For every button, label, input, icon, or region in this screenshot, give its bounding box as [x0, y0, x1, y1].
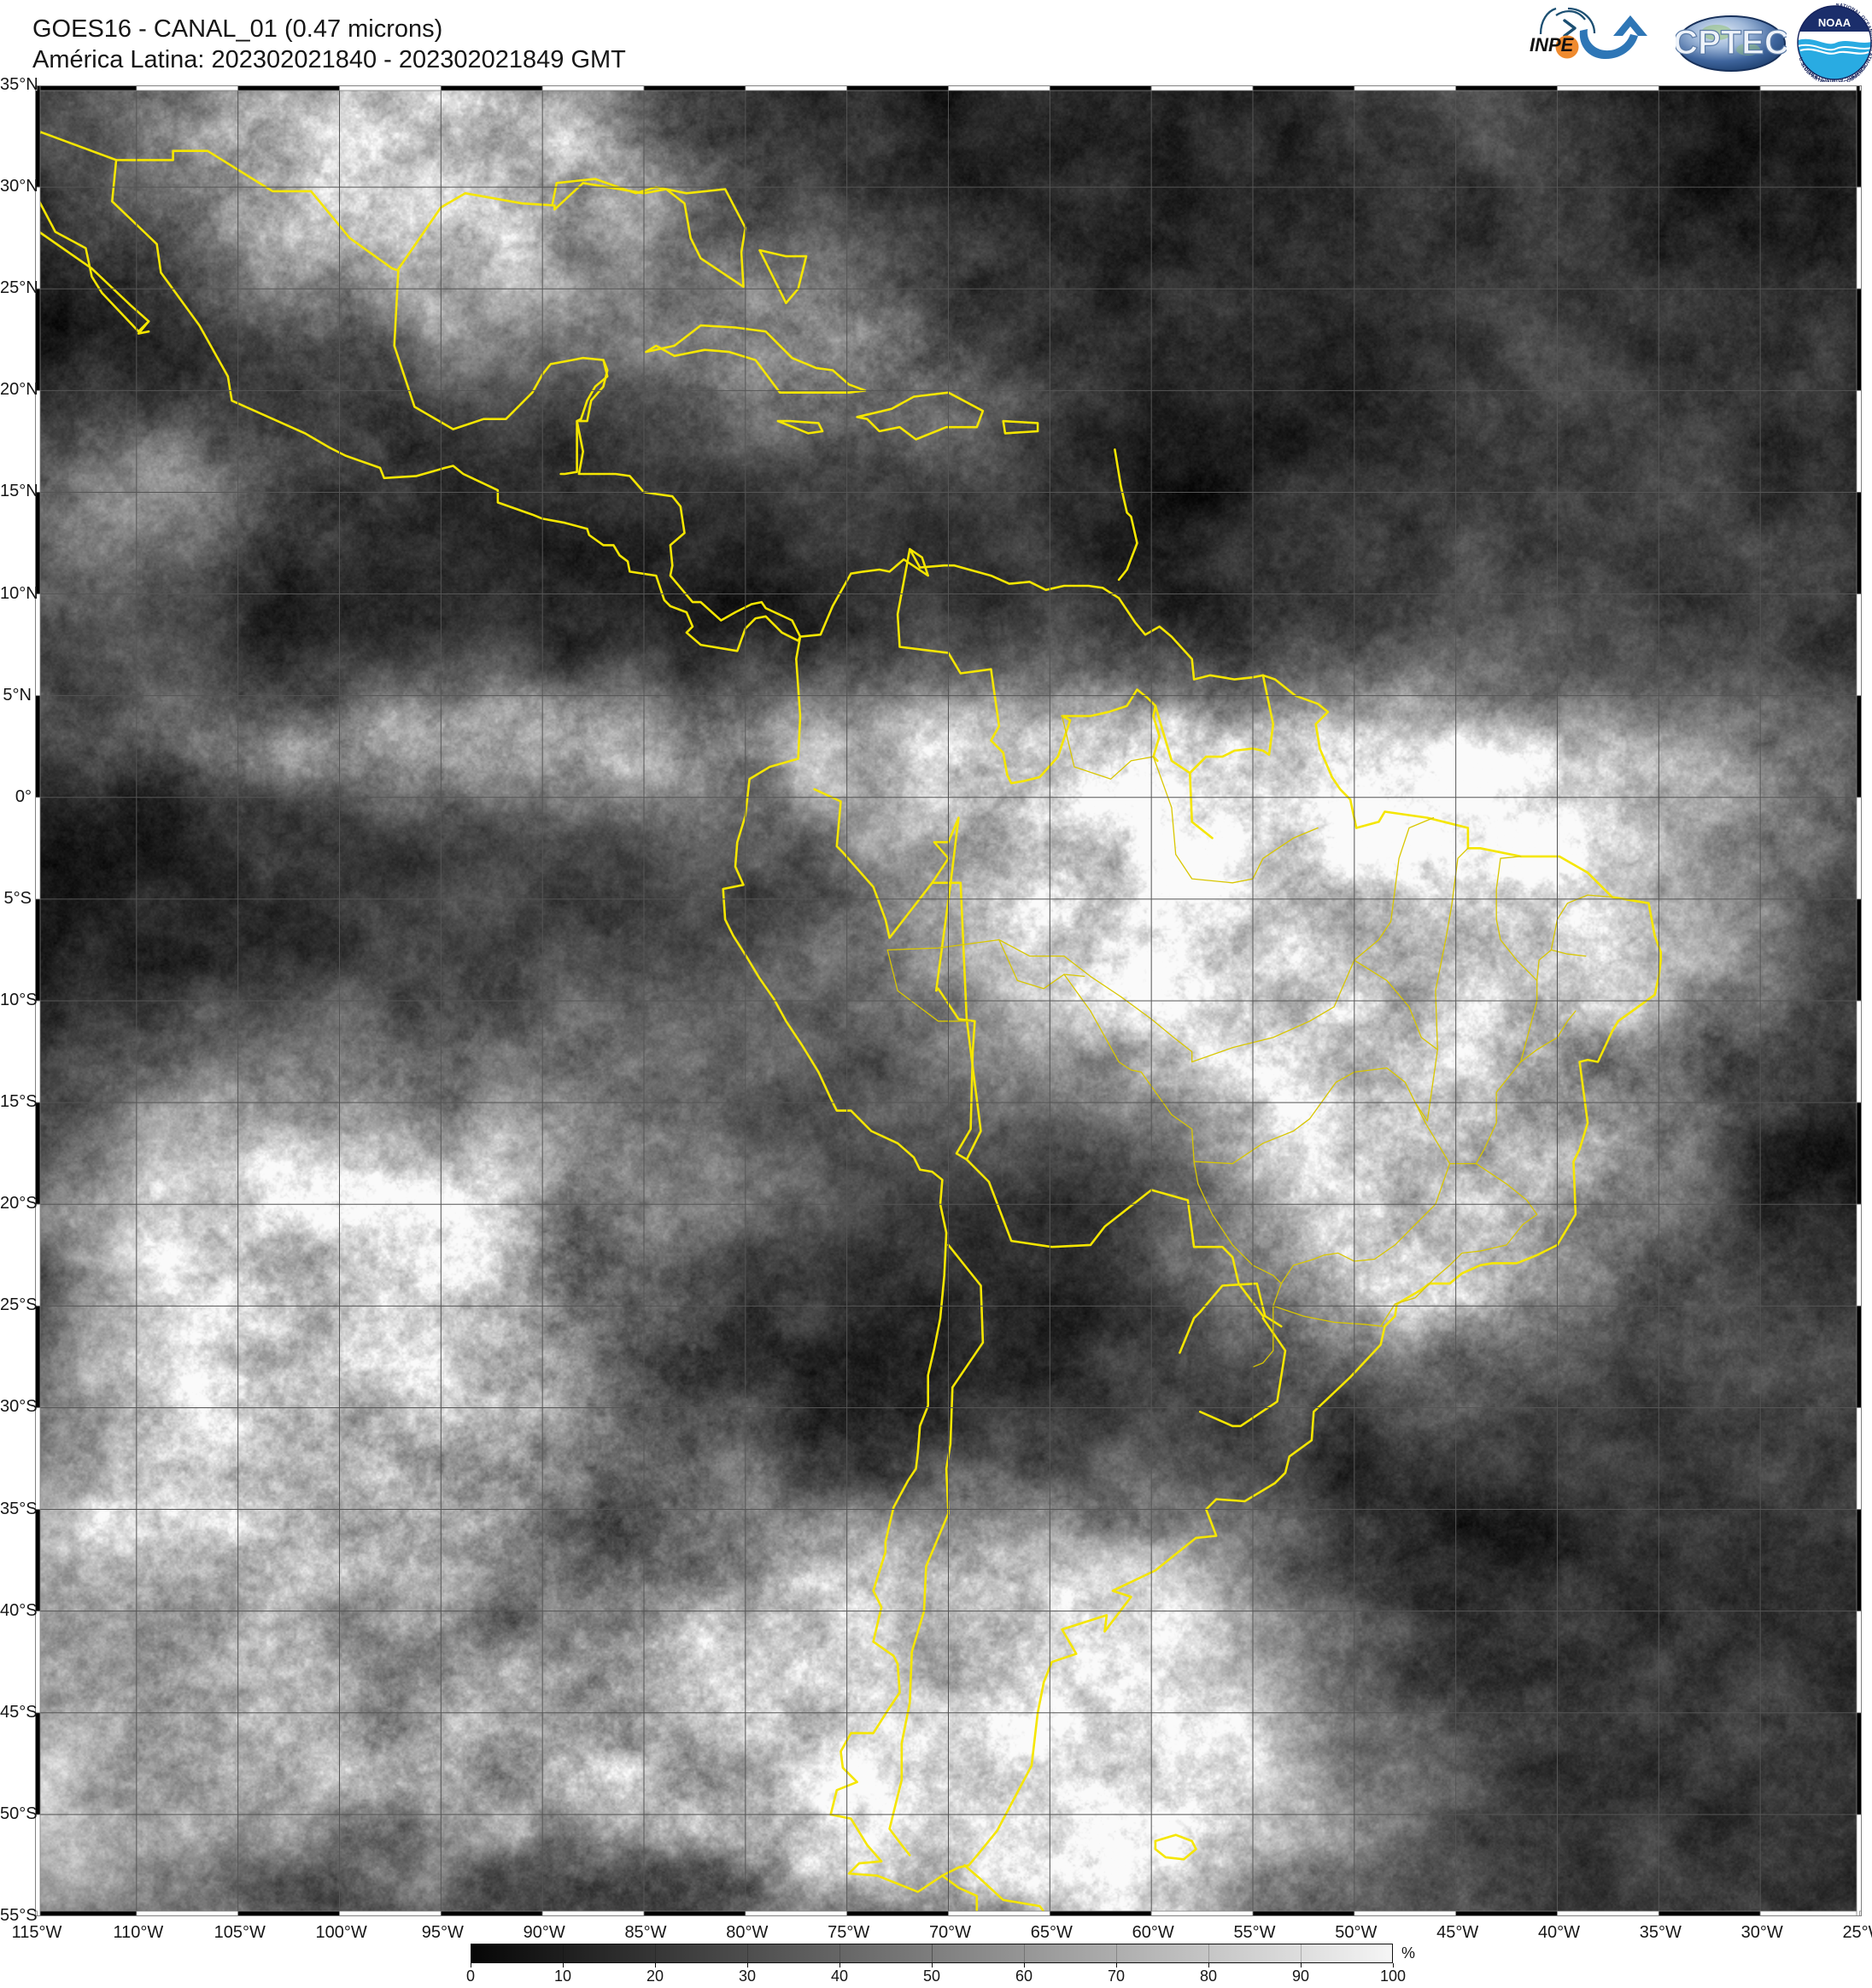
svg-text:INPE: INPE — [1530, 34, 1575, 56]
svg-text:NOAA: NOAA — [1818, 16, 1852, 29]
svg-text:CPTEC: CPTEC — [1676, 24, 1787, 61]
